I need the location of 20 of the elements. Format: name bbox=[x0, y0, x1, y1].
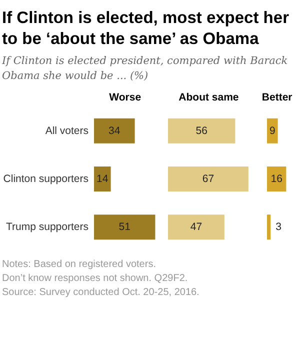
text: Notes: Based on registered voters. bbox=[2, 258, 157, 272]
data-label: 34 bbox=[108, 124, 120, 137]
data-label: 14 bbox=[96, 173, 108, 185]
data-label: 51 bbox=[118, 221, 131, 234]
data-label: 16 bbox=[270, 173, 283, 185]
chart-subtitle: If Clinton is elected president, compared with Barack Obama she would be ... (%) bbox=[0, 54, 289, 84]
data-label: 9 bbox=[269, 124, 276, 137]
source-note: Source: Survey conducted Oct. 20-25, 2016. bbox=[2, 286, 200, 300]
x-axis-title: Worse bbox=[109, 92, 142, 104]
x-axis-title: About same bbox=[178, 92, 239, 104]
data-label: 3 bbox=[276, 221, 282, 234]
text: Don’t know responses not shown. Q29F2. bbox=[2, 272, 189, 286]
y-tick-label: Clinton supporters bbox=[3, 173, 88, 185]
data-label: 56 bbox=[196, 124, 208, 137]
y-tick-label: Trump supporters bbox=[6, 221, 88, 234]
y-tick-label: All voters bbox=[45, 124, 88, 137]
data-label: 47 bbox=[190, 221, 202, 234]
x-axis-title: Better bbox=[262, 92, 292, 104]
data-label: 67 bbox=[202, 173, 214, 185]
chart-title: If Clinton is elected, most expect her to be ‘about the same’ as Obama bbox=[1, 8, 290, 50]
